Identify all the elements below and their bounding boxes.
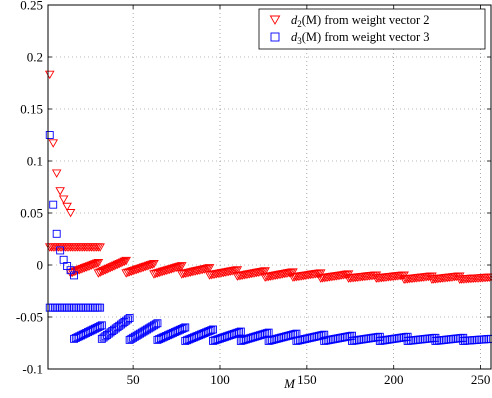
x-tick-label: 200 <box>384 372 404 387</box>
triangle-marker <box>51 169 62 178</box>
x-tick-label: 100 <box>210 372 230 387</box>
grid-lines <box>48 5 491 369</box>
triangle-marker <box>269 15 281 25</box>
triangle-marker <box>204 264 215 273</box>
axis-ticks <box>48 4 491 370</box>
triangle-marker <box>176 262 187 271</box>
x-axis-label: M <box>283 376 296 391</box>
legend-box <box>258 8 486 50</box>
series-2 <box>44 70 492 284</box>
y-tick-label: -0.1 <box>22 362 43 377</box>
legend-label-3: d3(M) from weight vector 3 <box>291 30 430 46</box>
triangle-marker <box>93 258 104 268</box>
y-tick-label: 0.05 <box>20 206 43 221</box>
triangle-marker <box>58 195 69 204</box>
triangle-marker <box>147 260 158 269</box>
square-marker <box>96 303 105 312</box>
triangle-marker <box>232 266 243 275</box>
triangle-marker <box>95 243 105 252</box>
triangle-marker <box>62 202 72 212</box>
triangle-marker <box>119 257 130 267</box>
triangle-marker <box>288 268 298 277</box>
legend-label-2: d2(M) from weight vector 2 <box>291 13 430 29</box>
triangle-marker <box>260 267 270 276</box>
plot-frame <box>47 4 492 370</box>
square-marker <box>123 315 132 324</box>
triangle-marker <box>48 139 59 148</box>
square-marker <box>179 324 188 333</box>
square-marker <box>153 319 162 328</box>
y-tick-label: 0 <box>37 258 44 273</box>
square-marker <box>151 320 160 329</box>
data-series <box>44 70 492 345</box>
tick-labels: 50 100 150 200 250 -0.1 -0.05 0 0.05 0.1 0.15 0.2 0.… <box>16 0 490 387</box>
x-tick-label: 150 <box>297 372 317 387</box>
square-marker <box>45 131 54 139</box>
y-tick-label: 0.2 <box>27 50 43 65</box>
y-tick-label: 0.25 <box>20 0 43 13</box>
square-marker <box>181 323 190 332</box>
triangle-marker <box>149 260 159 269</box>
y-tick-label: -0.05 <box>16 310 43 325</box>
square-marker <box>125 314 134 322</box>
x-tick-label: 250 <box>471 372 491 387</box>
legend-entries: d2(M) from weight vector 2d3(M) from wei… <box>269 13 430 46</box>
triangle-marker <box>44 70 55 80</box>
triangle-marker <box>91 259 102 268</box>
series-3 <box>45 131 492 345</box>
square-marker <box>96 322 105 331</box>
square-marker <box>207 326 216 335</box>
square-marker <box>209 325 217 334</box>
square-marker <box>270 32 280 42</box>
legend: d2(M) from weight vector 2d3(M) from wei… <box>258 8 486 50</box>
triangle-marker <box>121 256 131 266</box>
square-marker <box>235 328 244 337</box>
y-tick-label: 0.15 <box>20 102 43 117</box>
triangle-marker <box>315 269 326 278</box>
square-marker <box>49 200 58 209</box>
x-tick-label: 50 <box>127 372 140 387</box>
triangle-marker <box>55 187 65 196</box>
triangle-marker <box>65 209 76 218</box>
y-tick-label: 0.1 <box>27 154 43 169</box>
square-marker <box>70 271 79 280</box>
square-marker <box>97 321 106 330</box>
square-marker <box>236 327 245 336</box>
square-marker <box>56 246 65 255</box>
triangle-marker <box>175 262 185 271</box>
square-marker <box>52 229 61 238</box>
